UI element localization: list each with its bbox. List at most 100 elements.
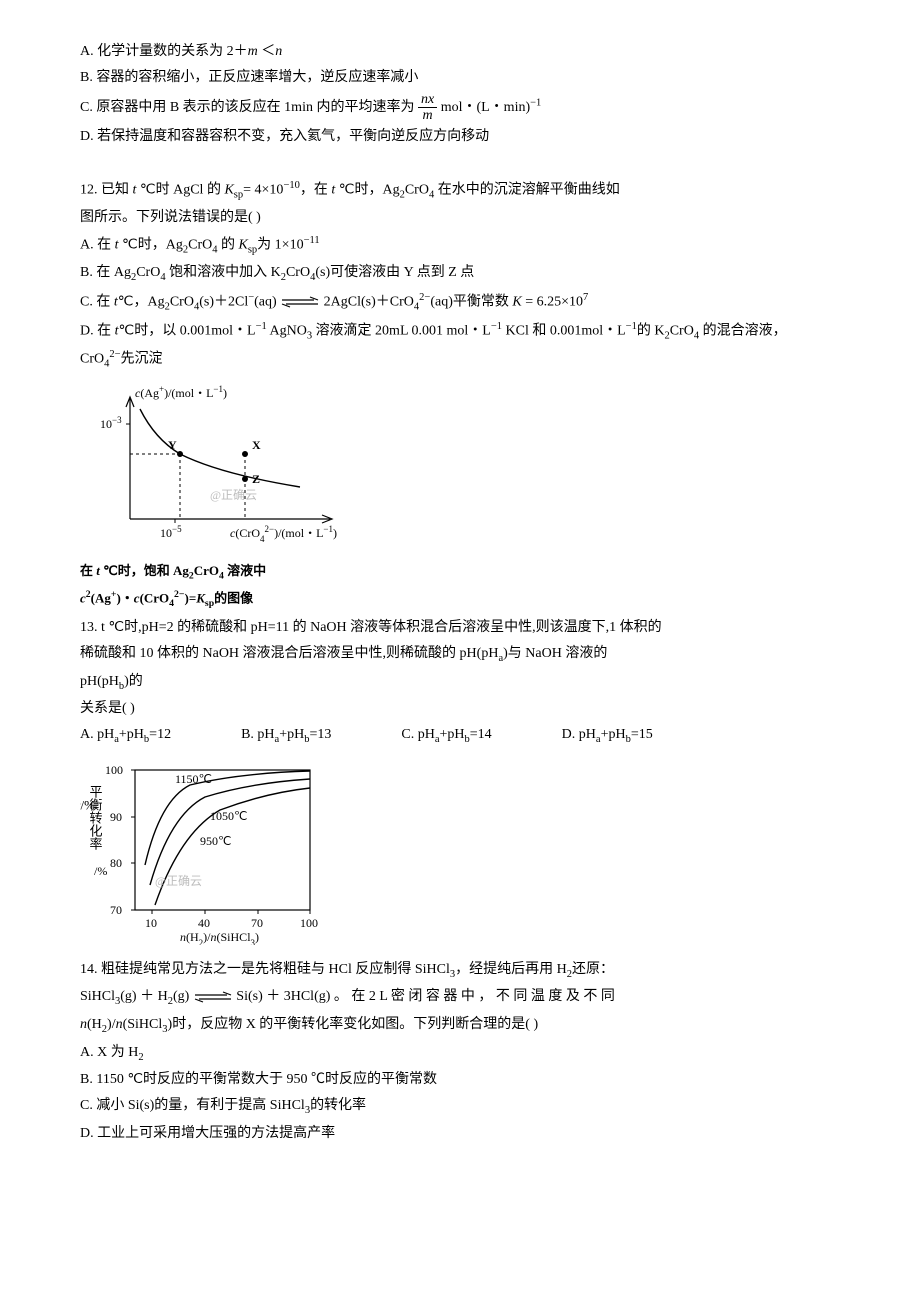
- t: +pH: [440, 727, 465, 742]
- t: ℃时 AgCl 的: [136, 183, 224, 198]
- svg-text:40: 40: [198, 916, 210, 930]
- t: D. pH: [562, 727, 596, 742]
- t: (aq): [254, 295, 280, 310]
- q13-stem2: 稀硫酸和 10 体积的 NaOH 溶液混合后溶液呈中性,则稀硫酸的 pH(pHa…: [80, 642, 840, 668]
- equilibrium-arrow-icon: [193, 991, 233, 1003]
- t: ，经提纯后再用 H: [455, 962, 567, 977]
- svg-text:c(CrO42−)/(mol・L−1): c(CrO42−)/(mol・L−1): [230, 524, 337, 544]
- t: C. pH: [401, 727, 434, 742]
- t: 先沉淀: [121, 351, 163, 366]
- t: CrO: [188, 238, 212, 253]
- fraction: nx m: [418, 92, 437, 124]
- q14-stem: 14. 粗硅提纯常见方法之一是先将粗硅与 HCl 反应制得 SiHCl3，经提纯…: [80, 958, 840, 984]
- t: 饱和溶液中加入 K: [166, 265, 281, 280]
- t: D. 在: [80, 324, 115, 339]
- q11-A: A. 化学计量数的关系为 2＋m ＜n: [80, 40, 840, 64]
- t: 稀硫酸和 10 体积的 NaOH 溶液混合后溶液呈中性,则稀硫酸的 pH(pH: [80, 646, 498, 661]
- e: −1: [491, 321, 502, 332]
- svg-text:1150℃: 1150℃: [175, 772, 212, 786]
- text: A. 化学计量数的关系为 2＋: [80, 44, 248, 59]
- denominator: m: [418, 108, 437, 123]
- K: K: [512, 295, 521, 310]
- sup: −1: [530, 97, 541, 108]
- t: 在水中的沉淀溶解平衡曲线如: [434, 183, 620, 198]
- t: (s)可使溶液由 Y 点到 Z 点: [315, 265, 474, 280]
- svg-text:X: X: [252, 438, 261, 452]
- svg-text:80: 80: [110, 856, 122, 870]
- svg-text:平衡转化率: 平衡转化率: [88, 785, 103, 850]
- t: C. 减小 Si(s)的量，有利于提高 SiHCl: [80, 1098, 305, 1113]
- t: (Ag: [91, 590, 111, 605]
- t: 2AgCl(s)＋CrO: [324, 295, 414, 310]
- t: +pH: [279, 727, 304, 742]
- q13-B: B. pHa+pHb=13: [241, 723, 331, 749]
- svg-text:n(H2)/n(SiHCl3): n(H2)/n(SiHCl3): [180, 930, 259, 945]
- t: ，在: [300, 183, 332, 198]
- svg-text:Y: Y: [168, 438, 177, 452]
- t: (H: [87, 1017, 102, 1032]
- svg-text:90: 90: [110, 810, 122, 824]
- t: ℃，Ag: [118, 295, 165, 310]
- t: 还原：: [572, 962, 614, 977]
- n: n: [116, 1017, 123, 1032]
- t: )与 NaOH 溶液的: [503, 646, 607, 661]
- t: (g) ＋ H: [120, 989, 167, 1004]
- t: =13: [309, 727, 331, 742]
- q12-caption2: c2(Ag+)・c(CrO42−)=Ksp的图像: [80, 587, 840, 612]
- svg-text:70: 70: [110, 903, 122, 917]
- n: n: [80, 1017, 87, 1032]
- q14-C: C. 减小 Si(s)的量，有利于提高 SiHCl3的转化率: [80, 1094, 840, 1120]
- t: )・: [116, 590, 133, 605]
- e: −1: [626, 321, 637, 332]
- t: 12. 已知: [80, 183, 133, 198]
- text: mol・(L・min): [441, 100, 530, 115]
- svg-text:/%: /%: [94, 864, 107, 878]
- q12-stem: 12. 已知 t ℃时 AgCl 的 Ksp= 4×10−10，在 t ℃时，A…: [80, 177, 840, 204]
- q12-stem2: 图所示。下列说法错误的是( ): [80, 206, 840, 230]
- t: AgNO: [267, 324, 307, 339]
- svg-text:70: 70: [251, 916, 263, 930]
- q13-A: A. pHa+pHb=12: [80, 723, 171, 749]
- q14-figure: 70 80 90 100 10 40 70 100 平衡转化率/% 平衡转化率 …: [80, 755, 840, 954]
- t: +pH: [601, 727, 626, 742]
- q12-D: D. 在 t℃时，以 0.001mol・L−1 AgNO3 溶液滴定 20mL …: [80, 318, 840, 373]
- t: 在: [80, 563, 96, 578]
- t: CrO: [670, 324, 694, 339]
- t: =14: [470, 727, 492, 742]
- svg-text:Z: Z: [252, 472, 260, 486]
- K: K: [238, 238, 247, 253]
- q11-D: D. 若保持温度和容器容积不变，充入氦气，平衡向逆反应方向移动: [80, 125, 840, 149]
- t: B. pH: [241, 727, 274, 742]
- t: A. 在: [80, 238, 115, 253]
- text: C. 原容器中用 B 表示的该反应在 1min 内的平均速率为: [80, 100, 414, 115]
- t: ℃时，Ag: [119, 238, 183, 253]
- text: ＜: [258, 44, 276, 59]
- t: SiHCl: [80, 989, 115, 1004]
- t: (aq)平衡常数: [430, 295, 512, 310]
- q14-D: D. 工业上可采用增大压强的方法提高产率: [80, 1122, 840, 1146]
- var-m: m: [248, 44, 258, 59]
- svg-text:100: 100: [105, 763, 123, 777]
- t: A. pH: [80, 727, 114, 742]
- e: 2−: [109, 349, 120, 360]
- q11-B: B. 容器的容积缩小，正反应速率增大，逆反应速率减小: [80, 66, 840, 90]
- t: 的 K: [637, 324, 665, 339]
- svg-text:@正确云: @正确云: [155, 874, 202, 888]
- t: (g): [173, 989, 193, 1004]
- t: 的图像: [214, 590, 253, 605]
- svg-text:10: 10: [145, 916, 157, 930]
- t: CrO: [170, 295, 194, 310]
- e: −1: [256, 321, 267, 332]
- t: 的转化率: [310, 1098, 366, 1113]
- e: −10: [283, 180, 299, 191]
- q13-C: C. pHa+pHb=14: [401, 723, 491, 749]
- t: CrO: [405, 183, 429, 198]
- q12-A: A. 在 t ℃时，Ag2CrO4 的 Ksp为 1×10−11: [80, 232, 840, 259]
- t: = 6.25×10: [522, 295, 583, 310]
- t: B. 在 Ag: [80, 265, 131, 280]
- t: ℃时，以 0.001mol・L: [119, 324, 256, 339]
- t: CrO: [286, 265, 310, 280]
- svg-text:10−5: 10−5: [160, 524, 182, 540]
- t: = 4×10: [243, 183, 283, 198]
- t: =15: [631, 727, 653, 742]
